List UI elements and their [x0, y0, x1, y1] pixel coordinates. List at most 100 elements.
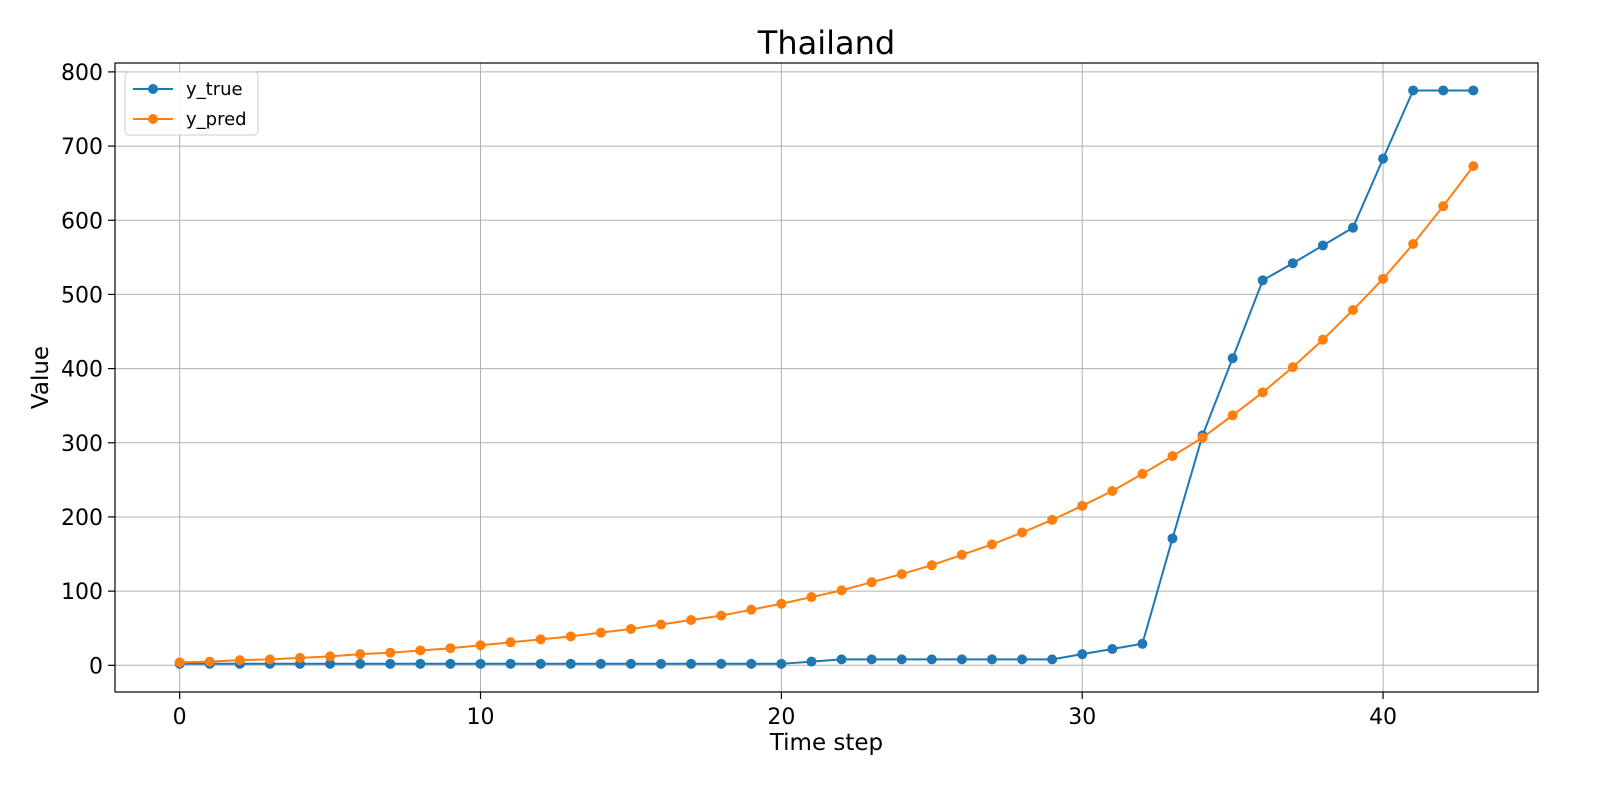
y-tick-label: 200 — [61, 506, 103, 531]
data-point-y_true — [1438, 85, 1449, 96]
data-point-y_pred — [1167, 451, 1178, 462]
data-point-y_true — [1107, 643, 1118, 654]
data-point-y_true — [866, 654, 877, 665]
data-point-y_pred — [415, 645, 426, 656]
data-point-y_pred — [355, 649, 366, 660]
x-tick-label: 10 — [467, 705, 495, 730]
data-point-y_true — [1167, 533, 1178, 544]
data-point-y_pred — [1017, 527, 1028, 538]
data-point-y_true — [746, 658, 757, 669]
data-point-y_pred — [204, 656, 215, 667]
data-point-y_pred — [1257, 387, 1268, 398]
data-point-y_pred — [174, 657, 185, 668]
series-line-y_true — [179, 89, 1474, 665]
data-point-y_pred — [1378, 273, 1389, 284]
data-point-y_true — [1408, 85, 1419, 96]
data-point-y_true — [625, 658, 636, 669]
data-point-y_pred — [1317, 334, 1328, 345]
data-point-y_true — [1347, 222, 1358, 233]
data-point-y_true — [565, 658, 576, 669]
data-point-y_true — [896, 654, 907, 665]
data-point-y_true — [1287, 258, 1298, 269]
legend-label: y_true — [186, 79, 243, 100]
data-point-y_pred — [475, 640, 486, 651]
data-point-y_true — [776, 658, 787, 669]
data-point-y_true — [385, 658, 396, 669]
y-tick-label: 600 — [61, 209, 103, 234]
data-point-y_true — [355, 658, 366, 669]
data-point-y_pred — [1468, 161, 1479, 172]
data-point-y_true — [656, 658, 667, 669]
y-tick-label: 700 — [61, 135, 103, 160]
data-point-y_pred — [686, 615, 697, 626]
data-point-y_true — [1077, 649, 1088, 660]
data-point-y_true — [475, 658, 486, 669]
data-point-y_pred — [264, 654, 275, 665]
data-point-y_true — [836, 654, 847, 665]
legend-label: y_pred — [186, 109, 247, 130]
data-point-y_true — [1137, 638, 1148, 649]
legend-item-y_pred: y_pred — [133, 109, 247, 130]
series-line-y_pred — [179, 165, 1475, 664]
data-point-y_true — [325, 658, 336, 669]
data-point-y_pred — [776, 598, 787, 609]
data-point-y_true — [415, 658, 426, 669]
y-tick-label: 400 — [61, 358, 103, 383]
data-point-y_pred — [535, 634, 546, 645]
data-point-y_true — [505, 658, 516, 669]
data-point-y_true — [1017, 654, 1028, 665]
data-point-y_pred — [716, 610, 727, 621]
data-point-y_true — [1378, 153, 1389, 164]
data-point-y_pred — [1227, 410, 1238, 421]
data-point-y_true — [535, 658, 546, 669]
x-axis-label: Time step — [769, 730, 883, 756]
legend-marker — [148, 114, 158, 124]
data-point-y_pred — [956, 549, 967, 560]
data-point-y_pred — [1408, 238, 1419, 249]
series-y_true — [174, 85, 1479, 669]
data-point-y_pred — [1047, 514, 1058, 525]
data-point-y_pred — [1077, 500, 1088, 511]
legend-marker — [148, 84, 158, 94]
x-tick-label: 20 — [767, 705, 795, 730]
data-point-y_pred — [1137, 468, 1148, 479]
y-tick-label: 100 — [61, 580, 103, 605]
data-point-y_true — [1468, 85, 1479, 96]
data-point-y_pred — [1287, 362, 1298, 373]
y-tick-label: 300 — [61, 432, 103, 457]
data-point-y_pred — [836, 585, 847, 596]
data-point-y_true — [716, 658, 727, 669]
data-point-y_true — [1257, 275, 1268, 286]
x-tick-label: 40 — [1369, 705, 1397, 730]
chart-title: Thailand — [757, 24, 895, 62]
plot-frame — [114, 62, 1539, 693]
data-point-y_pred — [505, 637, 516, 648]
data-point-y_pred — [325, 651, 336, 662]
data-point-y_true — [1047, 654, 1058, 665]
data-point-y_pred — [926, 560, 937, 571]
data-point-y_true — [956, 654, 967, 665]
data-point-y_true — [986, 654, 997, 665]
data-point-y_pred — [1438, 201, 1449, 212]
y-tick-label: 500 — [61, 283, 103, 308]
series-layer — [174, 85, 1479, 669]
data-point-y_pred — [295, 652, 306, 663]
data-point-y_true — [1317, 240, 1328, 251]
y-tick-label: 800 — [61, 61, 103, 86]
data-point-y_true — [926, 654, 937, 665]
x-tick-label: 0 — [173, 705, 187, 730]
legend: y_true y_pred — [124, 71, 259, 136]
y-tick-label: 0 — [89, 654, 103, 679]
data-point-y_pred — [866, 577, 877, 588]
data-point-y_pred — [234, 655, 245, 666]
data-point-y_pred — [746, 604, 757, 615]
data-point-y_pred — [595, 627, 606, 638]
data-point-y_pred — [385, 647, 396, 658]
y-axis-label: Value — [28, 346, 54, 409]
grid — [115, 63, 1538, 692]
data-point-y_pred — [896, 569, 907, 580]
data-point-y_pred — [445, 643, 456, 654]
data-point-y_pred — [625, 623, 636, 634]
